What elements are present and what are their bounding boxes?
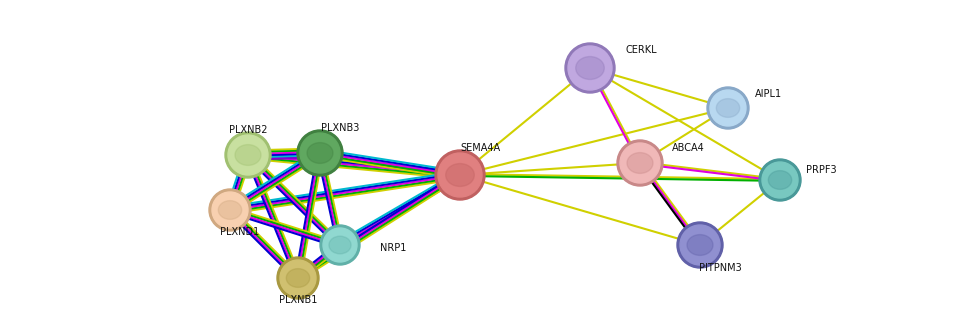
Ellipse shape <box>218 201 242 219</box>
Ellipse shape <box>627 152 653 173</box>
Circle shape <box>620 143 660 183</box>
Circle shape <box>617 140 663 186</box>
Circle shape <box>677 222 723 268</box>
Circle shape <box>565 43 615 93</box>
Circle shape <box>568 46 612 90</box>
Circle shape <box>710 90 746 126</box>
Text: ABCA4: ABCA4 <box>672 143 705 153</box>
Circle shape <box>680 225 720 265</box>
Circle shape <box>759 159 801 201</box>
Text: PLXND1: PLXND1 <box>220 227 259 237</box>
Circle shape <box>762 162 798 198</box>
Ellipse shape <box>287 269 310 287</box>
Circle shape <box>707 87 749 129</box>
Ellipse shape <box>307 143 333 163</box>
Text: PLXNB3: PLXNB3 <box>321 123 359 133</box>
Ellipse shape <box>687 235 713 255</box>
Text: AIPL1: AIPL1 <box>755 89 782 99</box>
Circle shape <box>209 189 251 231</box>
Circle shape <box>320 225 360 265</box>
Circle shape <box>297 130 343 176</box>
Circle shape <box>277 257 319 299</box>
Text: PRPF3: PRPF3 <box>806 165 837 175</box>
Circle shape <box>300 133 340 173</box>
Circle shape <box>280 260 316 296</box>
Ellipse shape <box>329 236 351 254</box>
Text: NRP1: NRP1 <box>380 243 407 253</box>
Text: PLXNB1: PLXNB1 <box>279 295 317 305</box>
Ellipse shape <box>446 164 474 186</box>
Ellipse shape <box>575 56 604 80</box>
Circle shape <box>225 132 271 178</box>
Text: SEMA4A: SEMA4A <box>460 143 500 153</box>
Text: PITPNM3: PITPNM3 <box>699 263 741 273</box>
Circle shape <box>323 228 357 262</box>
Text: PLXNB2: PLXNB2 <box>229 125 267 135</box>
Circle shape <box>228 135 268 175</box>
Ellipse shape <box>768 171 792 189</box>
Ellipse shape <box>717 99 740 117</box>
Circle shape <box>435 150 485 200</box>
Ellipse shape <box>235 145 261 165</box>
Circle shape <box>212 192 248 228</box>
Circle shape <box>438 153 482 197</box>
Text: CERKL: CERKL <box>625 45 656 55</box>
